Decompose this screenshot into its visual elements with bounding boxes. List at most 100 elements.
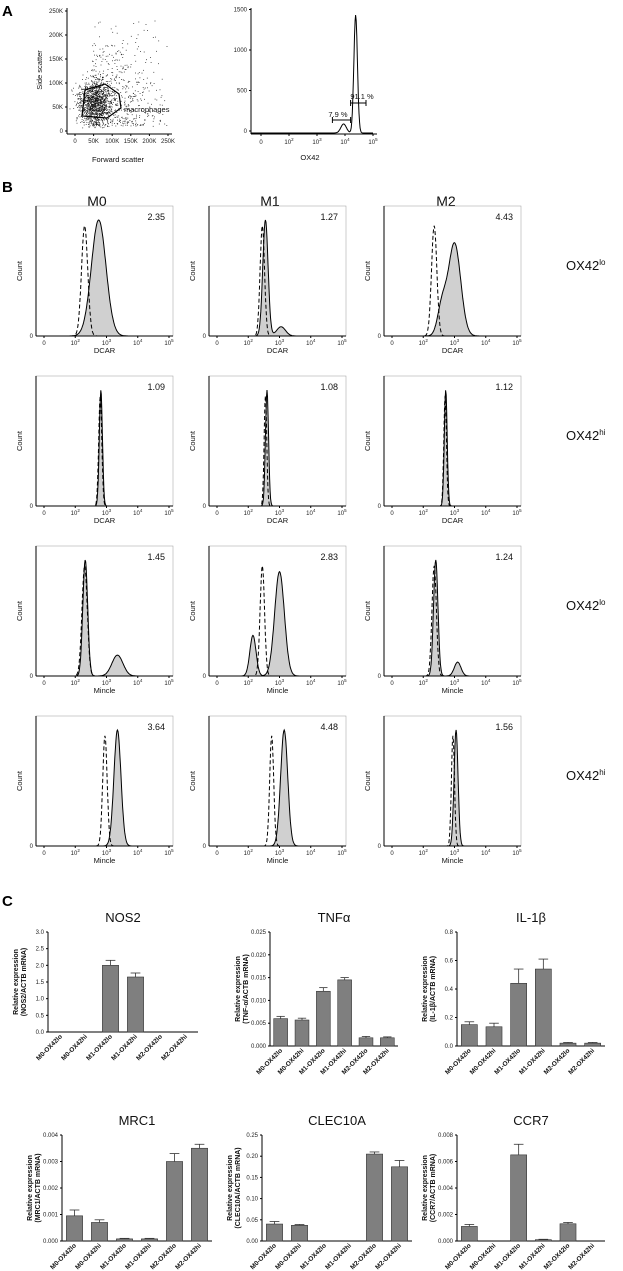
isotype-histogram	[44, 395, 169, 507]
scatter-point	[93, 96, 94, 98]
scatter-point	[115, 53, 117, 55]
scatter-point	[123, 71, 125, 73]
scatter-point	[99, 123, 101, 125]
scatter-point	[112, 95, 114, 96]
bar	[461, 1226, 478, 1242]
scatter-point	[112, 87, 114, 88]
scatter-point	[86, 100, 88, 102]
scatter-point	[97, 118, 99, 120]
scatter-point	[105, 45, 107, 47]
scatter-point	[105, 97, 107, 99]
scatter-point	[96, 110, 98, 112]
scatter-point	[103, 92, 105, 93]
scatter-point	[103, 94, 105, 96]
scatter-point	[94, 121, 95, 122]
category-label: M2-OX42hi	[374, 1242, 403, 1271]
histogram-y-zero: 0	[378, 504, 382, 510]
scatter-point	[97, 114, 99, 115]
scatter-point	[125, 85, 127, 86]
scatter-point	[79, 109, 80, 111]
scatter-point	[99, 78, 100, 80]
scatter-point	[138, 21, 140, 23]
scatter-point	[104, 108, 105, 110]
scatter-point	[98, 109, 100, 111]
scatter-point	[81, 119, 83, 120]
scatter-point	[121, 54, 122, 56]
chart-y-tick-label: 0.15	[246, 1175, 258, 1181]
scatter-point	[130, 66, 132, 68]
scatter-point	[104, 107, 105, 109]
scatter-point	[124, 103, 126, 105]
scatter-point	[156, 99, 158, 101]
histogram-ylabel: Count	[188, 770, 197, 791]
scatter-point	[146, 82, 148, 84]
scatter-point	[107, 125, 108, 127]
histogram-x-tick-label: 104	[481, 338, 491, 347]
hist-x-tick-label: 103	[312, 137, 322, 146]
scatter-point	[84, 121, 85, 123]
scatter-point	[105, 113, 107, 115]
chart-y-tick-label: 0.025	[251, 930, 267, 936]
scatter-point	[135, 60, 137, 62]
scatter-point	[96, 98, 98, 99]
scatter-point	[96, 113, 98, 115]
scatter-point	[95, 99, 97, 101]
scatter-point	[103, 92, 104, 94]
scatter-point	[89, 101, 90, 102]
histogram-ylabel: Count	[363, 600, 372, 621]
scatter-point	[89, 100, 91, 101]
scatter-point	[122, 125, 124, 127]
scatter-point	[150, 111, 151, 113]
chart-ylabel-units: (TNF-α/ACTB mRNA)	[243, 954, 250, 1024]
isotype-histogram	[44, 565, 169, 677]
scatter-point	[88, 90, 89, 92]
scatter-point	[101, 110, 102, 111]
scatter-point	[140, 51, 141, 52]
chart-title: IL-1β	[516, 910, 546, 925]
histogram-x-tick-label: 105	[337, 848, 347, 857]
scatter-point	[103, 127, 105, 128]
scatter-point	[88, 95, 90, 97]
scatter-point	[86, 100, 87, 102]
scatter-point	[105, 97, 107, 99]
chart-y-tick-label: 0.010	[251, 998, 267, 1004]
histogram-x-tick-label: 103	[450, 338, 460, 347]
scatter-point	[104, 87, 105, 89]
scatter-point	[94, 87, 96, 89]
scatter-point	[102, 54, 104, 56]
scatter-point	[143, 69, 144, 71]
chart-y-tick-label: 0.015	[251, 976, 267, 982]
scatter-point	[101, 99, 103, 101]
scatter-point	[108, 90, 109, 92]
bar	[116, 1238, 133, 1242]
row-label-main: OX42	[566, 428, 599, 443]
scatter-point	[95, 108, 97, 110]
scatter-point	[104, 94, 106, 96]
scatter-point	[109, 105, 111, 107]
scatter-point	[79, 84, 81, 86]
scatter-point	[80, 110, 82, 112]
scatter-point	[109, 95, 111, 96]
scatter-point	[82, 89, 84, 90]
scatter-point	[87, 112, 88, 113]
scatter-point	[95, 98, 97, 100]
scatter-point	[94, 100, 96, 102]
scatter-point	[91, 113, 92, 114]
scatter-point	[108, 111, 109, 113]
histogram-x-tick-label: 105	[512, 508, 522, 517]
histogram-y-zero: 0	[378, 334, 382, 340]
scatter-point	[110, 105, 112, 107]
scatter-point	[124, 120, 125, 122]
scatter-point	[98, 96, 100, 98]
scatter-point	[124, 97, 126, 99]
scatter-point	[93, 111, 95, 113]
scatter-point	[75, 105, 77, 107]
scatter-point	[102, 91, 104, 92]
scatter-point	[92, 110, 94, 112]
scatter-point	[95, 113, 97, 114]
scatter-point	[96, 125, 97, 127]
hist-x-tick-label: 105	[368, 137, 378, 146]
scatter-point	[101, 97, 102, 98]
scatter-point	[98, 98, 100, 100]
scatter-point	[91, 103, 92, 105]
